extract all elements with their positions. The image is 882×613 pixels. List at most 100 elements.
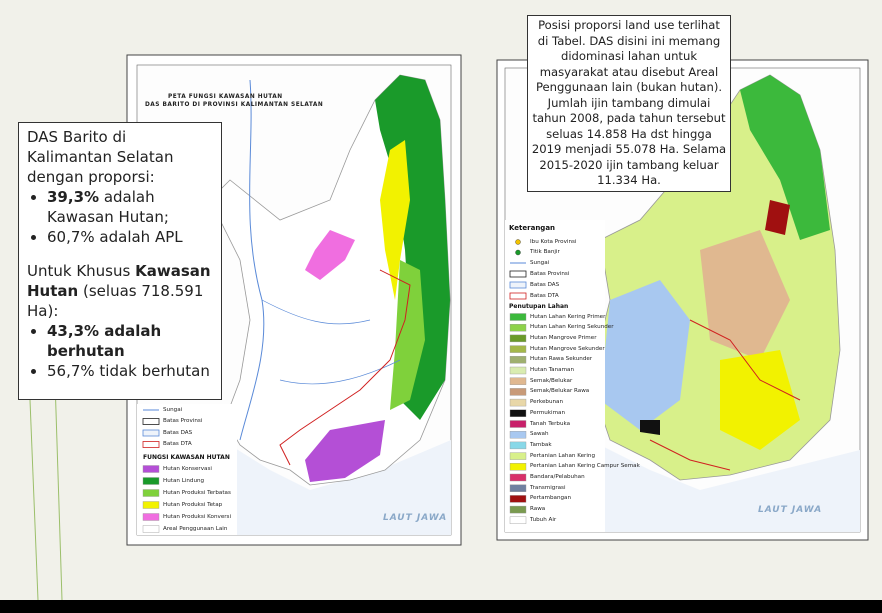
legend-label: Pertanian Lahan Kering <box>530 452 596 459</box>
legend-label: Batas DTA <box>163 441 192 447</box>
legend-border <box>142 429 160 437</box>
paragraph: Jumlah ijin tambang dimulai tahun 2008, … <box>531 95 727 188</box>
legend-swatch <box>509 334 527 343</box>
legend-swatch <box>509 313 527 321</box>
mining <box>765 200 790 235</box>
legend-point <box>515 249 521 256</box>
map-title: PETA FUNGSI KAWASAN HUTAN <box>168 94 283 100</box>
production-forest <box>380 140 410 300</box>
legend-label: Perkebunan <box>530 399 564 406</box>
legend-label: Ibu Kota Provinsi <box>530 238 577 245</box>
text: 60,7% adalah APL <box>47 228 183 246</box>
right-callout: Posisi proporsi land use terlihat di Tab… <box>527 15 731 192</box>
legend-label: Semak/Belukar <box>530 377 573 384</box>
conservation-forest <box>305 420 385 482</box>
legend-label: Permukiman <box>530 409 566 416</box>
paragraph: Posisi proporsi land use terlihat di Tab… <box>535 18 723 94</box>
legend-label: Batas Provinsi <box>530 270 570 277</box>
legend-swatch <box>509 473 527 482</box>
legend-label: Rawa <box>530 506 546 513</box>
legend-label: Hutan Konservasi <box>163 465 212 472</box>
legend-title: Penutupan Lahan <box>509 303 569 310</box>
river <box>239 79 265 441</box>
legend-swatch <box>509 356 527 364</box>
bullets: 43,3% adalah berhutan 56,7% tidak berhut… <box>27 321 213 381</box>
legend-point <box>515 239 521 245</box>
legend-border <box>142 441 160 448</box>
text: adalah Kawasan Hutan; <box>47 188 169 226</box>
legend-label: Hutan Tanaman <box>530 367 575 373</box>
bullet: 60,7% adalah APL <box>47 227 213 247</box>
bullets: 39,3% adalah Kawasan Hutan; 60,7% adalah… <box>27 187 213 247</box>
decor-line <box>29 399 39 601</box>
legend-label: Areal Penggunaan Lain <box>163 525 228 532</box>
legend-label: Hutan Produksi Konversi <box>163 513 232 520</box>
limited-forest <box>390 260 425 410</box>
primary-forest <box>740 75 830 240</box>
legend-label: Pertanian Lahan Kering Campur Semak <box>530 463 640 470</box>
dta-border <box>649 319 801 471</box>
bold: 39,3% <box>47 188 100 206</box>
bullet: 43,3% adalah berhutan <box>47 321 213 361</box>
legend-swatch <box>509 495 527 503</box>
legend-swatch <box>509 431 527 439</box>
dta-border <box>279 269 411 466</box>
legend-swatch <box>509 441 527 450</box>
sea-label: LAUT JAWA <box>758 505 823 515</box>
sea-label: LAUT JAWA <box>383 513 448 523</box>
legend-border <box>509 292 527 300</box>
legend-label: Transmigrasi <box>530 484 566 491</box>
legend-label: Sungai <box>163 406 183 413</box>
legend-label: Hutan Mangrove Primer <box>530 334 597 341</box>
legend-label: Hutan Produksi Tetap <box>163 501 223 508</box>
river <box>261 299 401 385</box>
legend-swatch <box>142 501 160 509</box>
legend-label: Batas DAS <box>163 429 193 436</box>
legend-border <box>509 281 527 289</box>
legend-label: Hutan Produksi Terbatas <box>163 489 231 496</box>
legend-label: Hutan Lahan Kering Sekunder <box>530 324 614 331</box>
legend-label: Hutan Rawa Sekunder <box>530 356 593 363</box>
text: Untuk Khusus <box>27 262 131 280</box>
legend-swatch <box>509 366 527 375</box>
bold: 43,3% adalah berhutan <box>47 322 162 360</box>
legend-label: Hutan Lahan Kering Primer <box>530 313 606 320</box>
legend-swatch <box>509 345 527 353</box>
legend-swatch <box>509 516 527 524</box>
legend-swatch <box>142 513 160 521</box>
legend-swatch <box>509 398 527 407</box>
bullet: 39,3% adalah Kawasan Hutan; <box>47 187 213 227</box>
dryland-farm <box>720 350 800 450</box>
legend-swatch <box>509 409 527 417</box>
decor-line <box>54 379 63 601</box>
legend-label: Tubuh Air <box>530 516 557 523</box>
legend-label: Sungai <box>530 259 550 266</box>
bullet: 56,7% tidak berhutan <box>47 361 213 381</box>
legend-border <box>142 418 160 425</box>
settlement <box>640 420 660 435</box>
legend-label: Tanah Terbuka <box>530 420 571 427</box>
legend-swatch <box>142 465 160 473</box>
legend-swatch <box>509 484 527 492</box>
legend-label: Hutan Mangrove Sekunder <box>530 345 605 352</box>
legend-label: Titik Banjir <box>530 249 560 255</box>
legend-label: Sawah <box>530 431 549 438</box>
intro: DAS Barito di Kalimantan Selatan dengan … <box>27 128 174 186</box>
legend-swatch <box>509 324 527 332</box>
conversion-forest <box>305 230 355 280</box>
legend-swatch <box>509 388 527 396</box>
legend-label: Semak/Belukar Rawa <box>530 388 590 395</box>
paddy <box>600 280 690 430</box>
legend-title: FUNGSI KAWASAN HUTAN <box>143 454 230 461</box>
legend-swatch <box>509 505 527 514</box>
legend-title: Keterangan <box>509 224 556 232</box>
bottom-bar <box>0 600 882 613</box>
legend-label: Batas Provinsi <box>163 418 203 424</box>
legend-label: Hutan Lindung <box>163 477 205 484</box>
legend-label: Batas DAS <box>530 281 560 288</box>
legend-swatch <box>509 463 527 471</box>
legend-border <box>509 270 527 278</box>
left-callout: DAS Barito di Kalimantan Selatan dengan … <box>18 122 222 400</box>
legend-swatch <box>142 489 160 497</box>
